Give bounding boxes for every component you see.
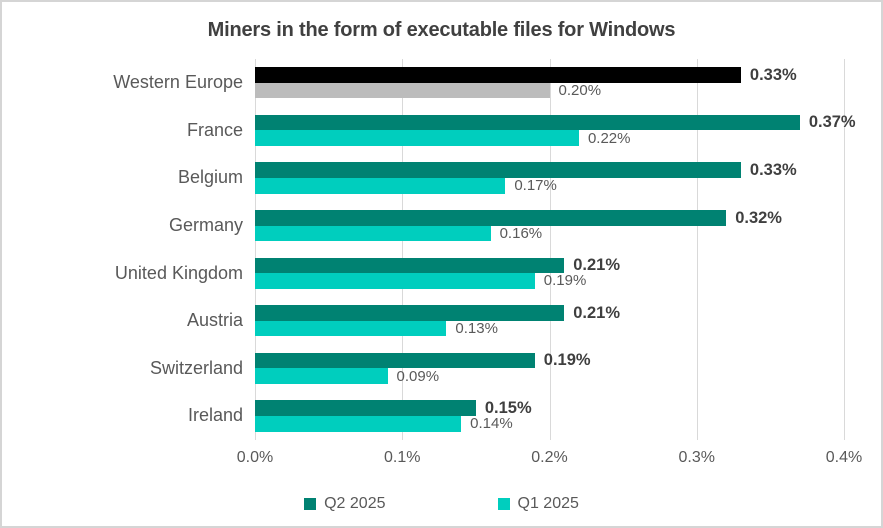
chart-row: United Kingdom 0.21% 0.19% (2, 249, 881, 297)
chart-row: Ireland 0.15% 0.14% (2, 392, 881, 440)
chart-row: Belgium 0.33% 0.17% (2, 154, 881, 202)
value-label: 0.20% (558, 82, 602, 100)
bar-group: 0.37% 0.22% (255, 114, 856, 146)
value-label: 0.21% (573, 256, 621, 275)
bar-line: 0.33% (255, 67, 844, 83)
legend-swatch (304, 498, 317, 510)
legend: Q2 2025 Q1 2025 (2, 495, 881, 513)
gridline (844, 59, 845, 440)
value-label: 0.19% (543, 351, 591, 370)
legend-swatch (497, 498, 510, 510)
bar-line: 0.15% (255, 400, 844, 416)
bar-group: 0.32% 0.16% (255, 210, 844, 242)
chart-title: Miners in the form of executable files f… (207, 19, 676, 41)
q2-bar (255, 114, 800, 131)
x-axis: 0.0% 0.1% 0.2% 0.3% 0.4% (237, 449, 862, 471)
value-label: 0.17% (514, 177, 557, 195)
gridlines (255, 59, 845, 440)
q1-bar (255, 415, 462, 432)
bar-line: 0.32% (255, 210, 844, 226)
q1-bar (255, 82, 550, 99)
gridline (255, 59, 256, 440)
q1-bar (255, 177, 506, 194)
bar-group: 0.21% 0.13% (255, 305, 844, 338)
bar-line: 0.21% (255, 256, 844, 275)
plot-area: Western Europe 0.33% 0.20% France 0.37% 0.22%… (2, 59, 881, 440)
legend-label: Q2 2025 (324, 495, 386, 512)
value-label: 0.19% (543, 272, 587, 290)
q2-bar (255, 400, 476, 416)
category-label: France (186, 119, 243, 140)
bar-line: 0.16% (255, 224, 844, 242)
bar-group: 0.33% 0.17% (255, 162, 844, 195)
q1-bar (255, 130, 579, 146)
bar-line: 0.37% (255, 114, 856, 131)
x-tick-label: 0.2% (531, 449, 568, 466)
q1-bar (255, 368, 388, 384)
legend-item: Q1 2025 (497, 495, 579, 513)
gridline (696, 59, 698, 440)
gridline (402, 59, 404, 440)
legend-item: Q2 2025 (304, 495, 386, 513)
bar-group: 0.21% 0.19% (255, 256, 844, 289)
value-label: 0.16% (499, 224, 543, 242)
bar-line: 0.09% (255, 368, 844, 384)
bar-line: 0.33% (255, 162, 844, 178)
x-tick-label: 0.1% (384, 449, 421, 466)
chart-row: Western Europe 0.33% 0.20% (2, 59, 881, 107)
q2-bar (255, 352, 535, 369)
category-label: Austria (186, 310, 243, 331)
bar-group: 0.19% 0.09% (255, 351, 844, 384)
bar-group: 0.15% 0.14% (255, 400, 844, 433)
q1-bar (255, 320, 447, 337)
bar-line: 0.22% (255, 130, 844, 146)
bar-line: 0.13% (255, 320, 844, 338)
bar-line: 0.17% (255, 177, 844, 195)
q2-bar (255, 209, 727, 226)
chart-row: Germany 0.32% 0.16% (2, 202, 881, 250)
bar-line: 0.19% (255, 273, 844, 289)
bar-line: 0.19% (255, 351, 844, 370)
q2-bar (255, 257, 565, 274)
category-label: Switzerland (149, 357, 243, 378)
chart-row: Switzerland 0.19% 0.09% (2, 345, 881, 393)
category-label: Western Europe (113, 72, 243, 93)
bar-line: 0.20% (255, 82, 844, 100)
bar-line: 0.21% (255, 305, 844, 321)
value-label: 0.15% (484, 398, 532, 417)
q1-bar (255, 273, 535, 289)
value-label: 0.22% (587, 129, 631, 147)
value-label: 0.09% (396, 367, 440, 385)
value-label: 0.14% (470, 415, 513, 433)
q2-bar (255, 67, 741, 83)
value-label: 0.33% (749, 65, 797, 84)
value-label: 0.37% (808, 113, 856, 132)
x-tick-label: 0.4% (825, 449, 863, 466)
bar-line: 0.14% (255, 415, 844, 433)
gridline (549, 59, 551, 440)
value-label: 0.33% (749, 160, 797, 179)
chart-row: Austria 0.21% 0.13% (2, 297, 881, 345)
category-label: Ireland (187, 405, 243, 426)
plot-rows: Western Europe 0.33% 0.20% France 0.37% 0.22%… (2, 59, 881, 440)
q1-bar (255, 225, 491, 242)
chart-row: France 0.37% 0.22% (2, 107, 881, 155)
category-label: United Kingdom (114, 262, 243, 283)
category-label: Belgium (177, 167, 243, 188)
q2-bar (255, 162, 741, 178)
x-tick-label: 0.0% (236, 449, 274, 466)
bar-group: 0.33% 0.20% (255, 67, 844, 100)
value-label: 0.32% (735, 208, 782, 227)
q2-bar (255, 305, 565, 321)
value-label: 0.13% (455, 320, 498, 338)
category-label: Germany (168, 215, 243, 236)
x-tick-label: 0.3% (678, 449, 715, 466)
value-label: 0.21% (573, 303, 621, 322)
legend-label: Q1 2025 (517, 495, 579, 512)
